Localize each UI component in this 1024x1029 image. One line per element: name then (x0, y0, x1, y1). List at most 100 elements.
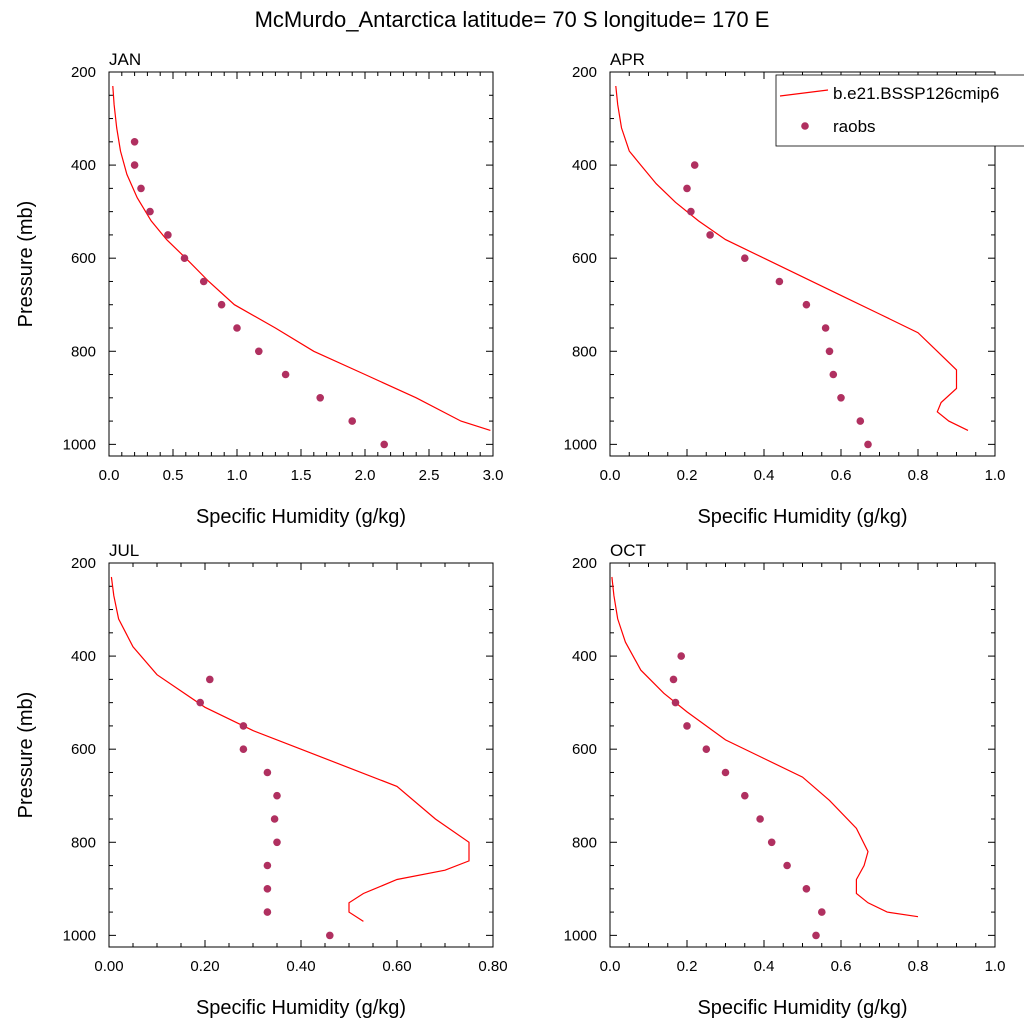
x-tick-label: 3.0 (483, 467, 504, 484)
panel-label: APR (610, 50, 645, 69)
legend: b.e21.BSSP126cmip6 raobs (775, 74, 1024, 147)
obs-point (137, 184, 145, 193)
series-line-model (611, 576, 919, 918)
x-tick-label: 0.4 (754, 958, 775, 975)
obs-point (263, 908, 272, 916)
x-axis-title: Specific Humidity (g/kg) (196, 997, 406, 1019)
series-line-model (615, 85, 969, 431)
obs-point (263, 768, 272, 777)
y-tick-label: 200 (572, 64, 597, 81)
y-tick-label: 1000 (63, 927, 96, 944)
x-tick-label: 0.0 (600, 467, 621, 484)
x-tick-label: 0.40 (286, 958, 315, 975)
obs-point (130, 161, 139, 169)
panel-label: OCT (610, 541, 646, 560)
x-tick-label: 1.0 (227, 467, 248, 484)
obs-point (196, 698, 204, 707)
y-tick-label: 200 (71, 555, 96, 572)
obs-point (683, 722, 691, 730)
obs-point (233, 324, 241, 332)
obs-point (706, 231, 714, 239)
plot-frame (609, 562, 996, 948)
obs-point (775, 277, 784, 286)
x-axis-title: Specific Humidity (g/kg) (697, 506, 907, 528)
legend-line-swatch (779, 89, 829, 97)
x-tick-label: 2.0 (355, 467, 376, 484)
panel-jan: JAN 0.0 0.5 1.0 1.5 2.0 2.5 3.0 200 400 600 800 1000… (15, 50, 503, 528)
y-tick-label: 1000 (564, 436, 597, 453)
obs-point (263, 861, 272, 870)
obs-point (825, 347, 834, 356)
y-tick-label: 600 (71, 741, 96, 758)
obs-point (281, 370, 290, 379)
x-tick-label: 0.6 (831, 467, 852, 484)
obs-point (146, 207, 154, 216)
obs-point (818, 908, 826, 916)
obs-point (864, 440, 872, 449)
obs-point (756, 815, 764, 823)
y-tick-label: 400 (71, 157, 96, 174)
obs-point (683, 184, 691, 193)
y-tick-label: 600 (71, 250, 96, 267)
panel-oct: OCT 0.0 0.2 0.4 0.6 0.8 1.0 200 400 600 800 1000 Spe… (564, 541, 1006, 1019)
y-tick-label: 800 (71, 834, 96, 851)
legend-label-model: b.e21.BSSP126cmip6 (833, 84, 999, 103)
obs-point (812, 931, 820, 940)
y-axis-title: Pressure (mb) (15, 201, 37, 328)
x-tick-label: 0.5 (163, 467, 184, 484)
obs-point (206, 675, 214, 684)
obs-point (669, 675, 678, 684)
obs-point (802, 885, 811, 893)
obs-point (741, 254, 749, 262)
panel-apr: APR 0.0 0.2 0.4 0.6 0.8 1.0 200 400 600 800 1000 Spe… (564, 50, 1006, 528)
x-tick-label: 0.4 (754, 467, 775, 484)
obs-point (837, 394, 845, 402)
obs-point (180, 254, 189, 262)
x-tick-label: 0.0 (99, 467, 120, 484)
obs-point (326, 931, 334, 940)
x-tick-label: 0.2 (677, 467, 698, 484)
obs-point (254, 347, 263, 356)
obs-point (802, 300, 811, 309)
obs-point (316, 394, 325, 402)
obs-point (348, 417, 357, 425)
y-axis-title: Pressure (mb) (15, 692, 37, 819)
x-tick-label: 0.8 (908, 467, 929, 484)
y-tick-label: 800 (572, 343, 597, 360)
chart-title: McMurdo_Antarctica latitude= 70 S longit… (255, 7, 770, 32)
y-tick-label: 400 (71, 648, 96, 665)
y-tick-label: 200 (71, 64, 96, 81)
obs-point (380, 440, 389, 449)
series-line-model (110, 576, 470, 922)
y-tick-label: 600 (572, 741, 597, 758)
x-tick-label: 0.6 (831, 958, 852, 975)
x-tick-label: 2.5 (419, 467, 440, 484)
chart-panels: JAN 0.0 0.5 1.0 1.5 2.0 2.5 3.0 200 400 600 800 1000… (15, 50, 1005, 1019)
obs-point (671, 698, 680, 707)
obs-point (273, 791, 281, 800)
y-tick-label: 800 (71, 343, 96, 360)
x-tick-label: 0.8 (908, 958, 929, 975)
y-tick-label: 400 (572, 648, 597, 665)
y-tick-label: 1000 (564, 927, 597, 944)
x-tick-label: 0.20 (190, 958, 219, 975)
plot-frame (108, 562, 494, 948)
obs-point (239, 722, 248, 730)
x-axis-title: Specific Humidity (g/kg) (196, 506, 406, 528)
obs-point (767, 838, 776, 847)
obs-point (270, 815, 279, 823)
obs-point (741, 791, 749, 800)
obs-point (821, 324, 830, 332)
plot-frame (108, 71, 494, 457)
obs-point (690, 161, 699, 169)
legend-marker-swatch (801, 122, 809, 130)
panel-label: JUL (109, 541, 139, 560)
obs-point (783, 861, 791, 870)
y-tick-label: 400 (572, 157, 597, 174)
x-tick-label: 0.80 (478, 958, 507, 975)
obs-point (702, 745, 711, 753)
panel-label: JAN (109, 50, 141, 69)
y-tick-label: 800 (572, 834, 597, 851)
obs-point (239, 745, 248, 753)
x-tick-label: 0.0 (600, 958, 621, 975)
